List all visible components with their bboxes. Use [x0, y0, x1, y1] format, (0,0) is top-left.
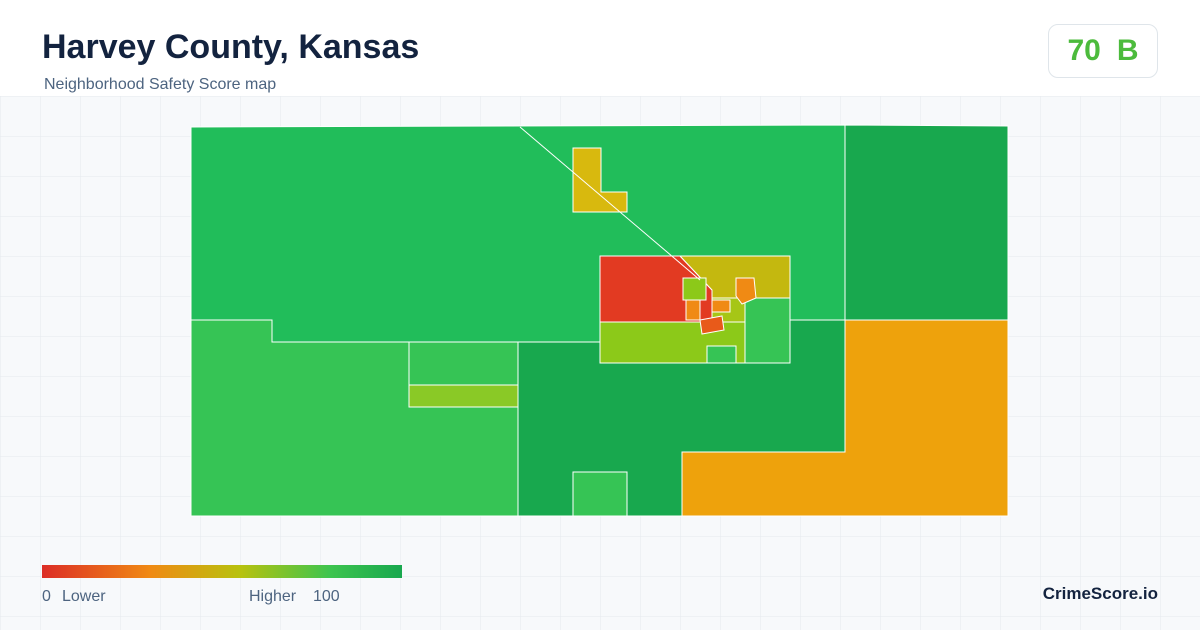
region [699, 315, 725, 335]
score: 70 [1067, 34, 1101, 67]
legend-low: Lower [62, 588, 106, 605]
region [844, 124, 1009, 321]
region [685, 299, 701, 321]
legend-high: Higher [249, 588, 297, 605]
region [408, 384, 519, 408]
regions [190, 124, 1009, 517]
boundary [519, 126, 701, 281]
subtitle: Neighborhood Safety Score map [44, 76, 277, 93]
grade: B [1116, 34, 1139, 67]
legend-min: 0 [42, 588, 51, 605]
region [711, 299, 731, 313]
region [572, 147, 628, 213]
region [681, 319, 1009, 517]
brand: CrimeScore.io [1042, 584, 1158, 603]
region [735, 277, 757, 305]
region [706, 345, 737, 364]
title: Harvey County, Kansas [42, 28, 420, 66]
legend-max: 100 [313, 588, 340, 605]
legend-gradient [42, 565, 402, 578]
score-badge: 70 B [1048, 24, 1158, 78]
region [572, 471, 628, 517]
region [682, 277, 707, 301]
header-bg [0, 0, 1200, 96]
region [744, 297, 791, 364]
region [408, 341, 519, 386]
